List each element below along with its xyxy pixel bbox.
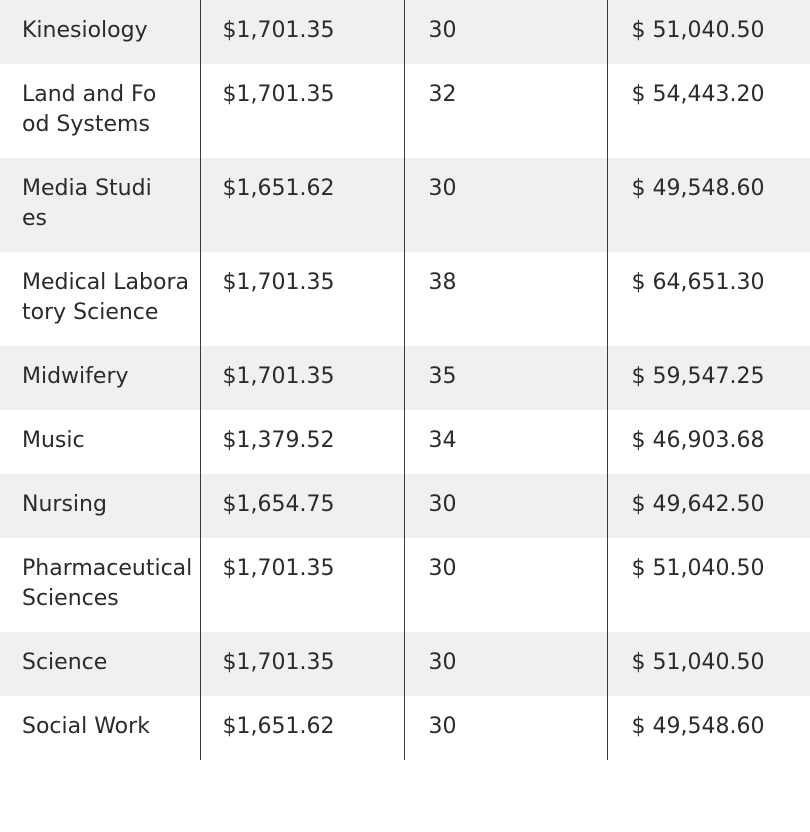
credit-count: 30 [403,474,607,538]
per-credit-fee: $1,701.35 [199,64,404,158]
credit-count: 30 [403,696,607,760]
total-fee: $ 51,040.50 [606,632,810,696]
total-fee: $ 49,548.60 [606,158,810,252]
total-fee: $ 46,903.68 [606,410,810,474]
per-credit-fee: $1,701.35 [199,346,404,410]
table-row: Pharmaceutical Sciences $1,701.35 30 $ 5… [0,538,810,632]
program-name: Science [0,632,200,696]
program-name: Social Work [22,714,150,739]
credit-count: 30 [403,0,607,64]
credit-count: 32 [403,64,607,158]
program-name: Medical Laboratory Science [22,270,189,325]
per-credit-fee: $1,701.35 [199,0,404,64]
total-fee: $ 49,548.60 [606,696,810,760]
per-credit-fee: $1,654.75 [199,474,404,538]
table-row: Nursing $1,654.75 30 $ 49,642.50 [0,474,810,538]
table-row: Science $1,701.35 30 $ 51,040.50 [0,632,810,696]
table-row: Medical Laboratory Science $1,701.35 38 … [0,252,810,346]
per-credit-fee: $1,701.35 [199,632,404,696]
total-fee: $ 54,443.20 [606,64,810,158]
total-fee: $ 51,040.50 [606,538,810,632]
table-row: Midwifery $1,701.35 35 $ 59,547.25 [0,346,810,410]
program-name: Music [22,428,85,453]
table-row: Land and Food Systems $1,701.35 32 $ 54,… [0,64,810,158]
credit-count: 35 [403,346,607,410]
program-name: Pharmaceutical Sciences [22,556,193,611]
table-row: Social Work $1,651.62 30 $ 49,548.60 [0,696,810,760]
program-name: Midwifery [0,346,200,410]
total-fee: $ 59,547.25 [606,346,810,410]
credit-count: 30 [403,158,607,252]
total-fee: $ 49,642.50 [606,474,810,538]
program-name: Media Studies [0,158,200,252]
total-fee: $ 64,651.30 [606,252,810,346]
table-row: Music $1,379.52 34 $ 46,903.68 [0,410,810,474]
per-credit-fee: $1,651.62 [199,158,404,252]
program-name: Nursing [0,474,200,538]
per-credit-fee: $1,651.62 [199,696,404,760]
program-name: Land and Food Systems [22,82,157,137]
program-name: Kinesiology [0,0,200,64]
tuition-table: Kinesiology $1,701.35 30 $ 51,040.50 Lan… [0,0,810,760]
total-fee: $ 51,040.50 [606,0,810,64]
table-row: Kinesiology $1,701.35 30 $ 51,040.50 [0,0,810,64]
per-credit-fee: $1,701.35 [199,538,404,632]
credit-count: 30 [403,538,607,632]
credit-count: 30 [403,632,607,696]
per-credit-fee: $1,379.52 [199,410,404,474]
table-row: Media Studies $1,651.62 30 $ 49,548.60 [0,158,810,252]
credit-count: 38 [403,252,607,346]
per-credit-fee: $1,701.35 [199,252,404,346]
credit-count: 34 [403,410,607,474]
